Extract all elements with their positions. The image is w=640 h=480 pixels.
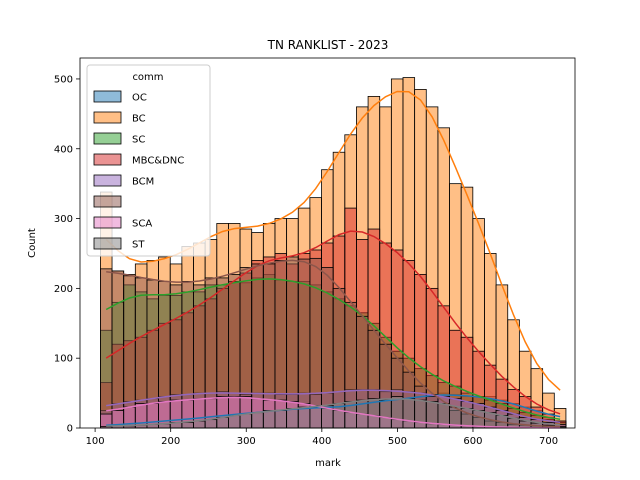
kde-sc — [105, 278, 561, 420]
bar-st — [204, 419, 218, 429]
x-axis-ticks: 100 200 300 400 500 600 700 — [86, 428, 558, 447]
legend-label-bc: BC — [132, 114, 146, 125]
y-tick-label: 400 — [54, 144, 73, 155]
x-tick-label: 300 — [237, 436, 256, 447]
y-axis-ticks: 0 100 200 300 400 500 — [54, 74, 80, 435]
kde-bcm — [106, 389, 561, 423]
legend-label-oc: OC — [132, 93, 147, 104]
legend-swatch-bcm — [93, 174, 122, 187]
bar-st — [402, 398, 416, 429]
legend-swatch-mbc-dnc — [93, 153, 122, 166]
bar-st — [274, 410, 288, 429]
legend-label-bcm: BCM — [132, 177, 154, 188]
bar-unnamed — [100, 268, 113, 429]
x-tick-label: 200 — [161, 436, 180, 447]
bar-st — [286, 408, 299, 429]
x-tick-label: 700 — [539, 436, 558, 447]
kde-st — [106, 398, 561, 427]
bar-unnamed — [309, 257, 322, 429]
bar-st — [193, 420, 206, 429]
bar-st — [309, 406, 322, 429]
series-unnamed-bars — [100, 256, 567, 429]
legend-swatch-st — [93, 237, 122, 250]
kde-unnamed — [106, 259, 561, 428]
chart-title: TN RANKLIST - 2023 — [267, 38, 389, 52]
legend-label-sc: SC — [132, 135, 145, 146]
legend-swatch-oc — [93, 90, 122, 103]
y-tick-label: 500 — [54, 74, 73, 85]
legend-label-st: ST — [132, 240, 145, 251]
kde-sca — [106, 396, 561, 429]
bar-st — [239, 413, 253, 429]
kde-mbc-dnc — [105, 230, 561, 415]
x-tick-label: 400 — [312, 436, 331, 447]
legend-swatch-sc — [93, 132, 122, 145]
bar-st — [379, 399, 392, 429]
legend-swatch-unnamed — [93, 195, 122, 208]
bar-st — [228, 415, 241, 429]
y-tick-label: 0 — [67, 424, 73, 435]
legend-swatch-sca — [93, 216, 122, 229]
plot-frame — [79, 57, 576, 429]
bar-st — [390, 396, 404, 429]
legend-label-sca: SCA — [132, 219, 152, 230]
y-axis-label: Count — [27, 228, 38, 258]
legend-swatch-bc — [93, 111, 122, 124]
x-tick-label: 600 — [463, 436, 482, 447]
bar-st — [251, 412, 264, 429]
y-tick-label: 100 — [54, 354, 73, 365]
bar-st — [262, 410, 276, 429]
bar-st — [414, 399, 427, 429]
bar-st — [181, 422, 194, 429]
x-tick-label: 500 — [388, 436, 407, 447]
legend-title: comm — [132, 72, 163, 83]
kde-curves — [105, 90, 561, 429]
bar-st — [216, 417, 229, 429]
legend-label-mbc-dnc: MBC&DNC — [132, 156, 184, 167]
bar-st — [297, 406, 311, 429]
legend: comm OC BC SC MBC&DNC BCM SCA ST — [86, 64, 211, 257]
x-axis-label: mark — [315, 458, 341, 469]
y-tick-label: 300 — [54, 214, 73, 225]
y-tick-label: 200 — [54, 284, 73, 295]
x-tick-label: 100 — [86, 436, 105, 447]
